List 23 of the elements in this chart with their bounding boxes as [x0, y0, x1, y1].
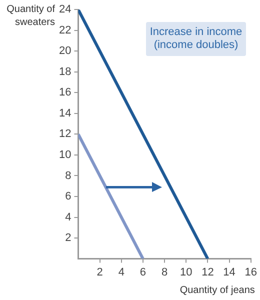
y-tick-label: 10 [58, 149, 72, 161]
y-tick-label: 8 [65, 170, 72, 182]
y-tick-label: 24 [58, 4, 72, 16]
y-tick-label: 20 [58, 45, 72, 58]
x-tick-label: 2 [96, 266, 103, 278]
x-axis-title: Quantity of jeans [180, 284, 255, 296]
y-tick-label: 4 [65, 211, 72, 224]
y-tick-label: 2 [65, 232, 72, 244]
x-tick-label: 14 [223, 266, 236, 278]
y-tick-label: 14 [58, 107, 72, 120]
y-tick-label: 6 [65, 190, 72, 203]
x-tick-label: 6 [140, 266, 146, 278]
x-tick-label: 4 [118, 266, 124, 278]
x-tick-label: 8 [161, 266, 168, 278]
x-tick-label: 12 [202, 266, 214, 278]
annotation: Increase in income (income doubles) [146, 22, 246, 56]
y-tick-label: 22 [58, 24, 72, 36]
x-tick-label: 10 [180, 266, 192, 278]
y-tick-label: 12 [58, 128, 72, 140]
y-tick-label: 16 [58, 86, 72, 99]
x-tick-label: 16 [244, 266, 258, 278]
y-tick-label: 18 [58, 66, 72, 78]
y-axis-title: Quantity of sweaters [6, 4, 56, 28]
